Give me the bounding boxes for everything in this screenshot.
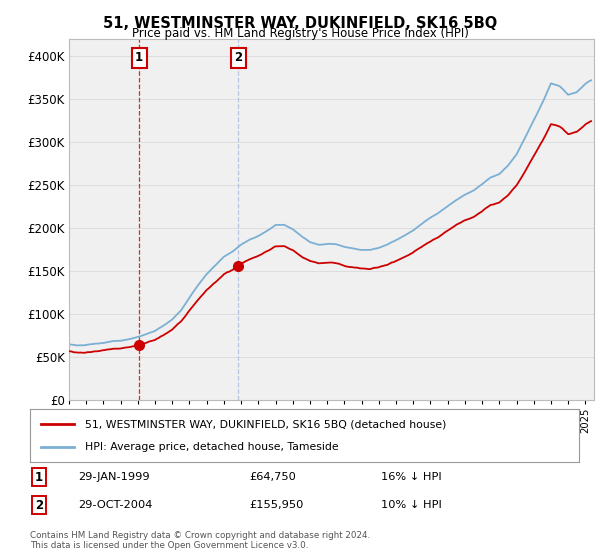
Text: 29-OCT-2004: 29-OCT-2004 (78, 500, 152, 510)
Text: 16% ↓ HPI: 16% ↓ HPI (381, 472, 442, 482)
Text: 51, WESTMINSTER WAY, DUKINFIELD, SK16 5BQ: 51, WESTMINSTER WAY, DUKINFIELD, SK16 5B… (103, 16, 497, 31)
Text: 10% ↓ HPI: 10% ↓ HPI (381, 500, 442, 510)
Text: Price paid vs. HM Land Registry's House Price Index (HPI): Price paid vs. HM Land Registry's House … (131, 27, 469, 40)
Text: 29-JAN-1999: 29-JAN-1999 (78, 472, 149, 482)
Text: HPI: Average price, detached house, Tameside: HPI: Average price, detached house, Tame… (85, 442, 338, 452)
Text: 1: 1 (35, 470, 43, 484)
Text: 2: 2 (234, 52, 242, 64)
Text: £64,750: £64,750 (249, 472, 296, 482)
Text: 1: 1 (135, 52, 143, 64)
Text: 51, WESTMINSTER WAY, DUKINFIELD, SK16 5BQ (detached house): 51, WESTMINSTER WAY, DUKINFIELD, SK16 5B… (85, 420, 446, 430)
Text: 2: 2 (35, 498, 43, 512)
Text: Contains HM Land Registry data © Crown copyright and database right 2024.
This d: Contains HM Land Registry data © Crown c… (30, 531, 370, 550)
Text: £155,950: £155,950 (249, 500, 304, 510)
